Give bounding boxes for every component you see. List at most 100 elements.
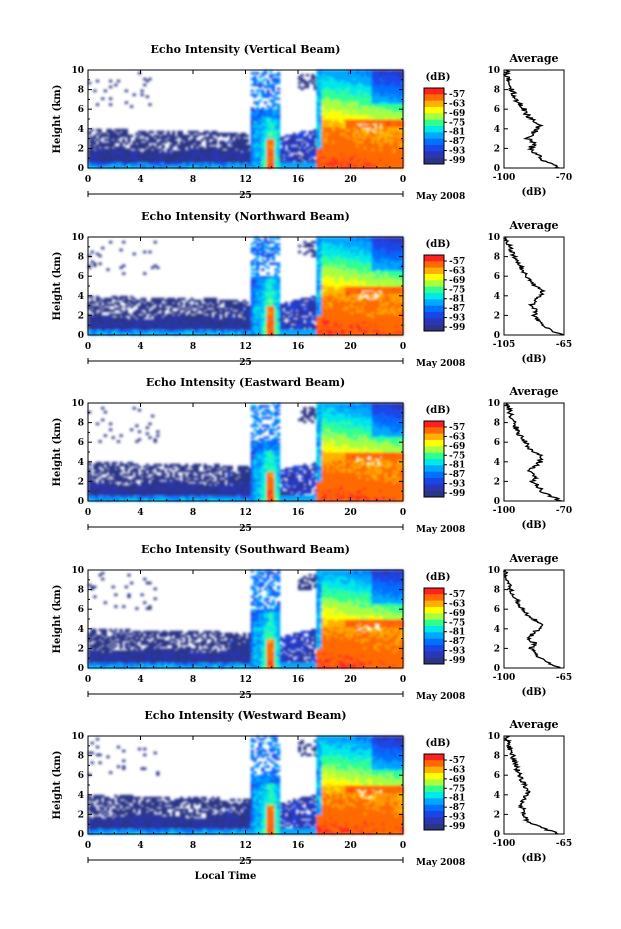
heatmap-cell xyxy=(95,166,100,169)
heatmap-cell xyxy=(358,144,362,148)
heatmap-cell xyxy=(308,130,312,134)
heatmap-cell xyxy=(374,101,378,104)
heatmap-cell xyxy=(332,128,336,132)
heatmap-cell xyxy=(124,148,128,151)
heatmap-cell xyxy=(374,148,378,151)
heatmap-cell xyxy=(316,134,320,138)
heatmap-cell xyxy=(363,115,367,118)
heatmap-cell xyxy=(135,132,139,136)
heatmap-cell xyxy=(347,89,352,93)
heatmap-cell xyxy=(350,95,354,99)
heatmap-cell xyxy=(232,148,236,151)
heatmap-cell xyxy=(326,119,331,122)
heatmap-cell xyxy=(200,158,205,161)
heatmap-cell xyxy=(156,162,160,165)
heatmap-cell xyxy=(166,148,170,151)
heatmap-cell xyxy=(319,166,323,169)
heatmap-cell xyxy=(316,150,320,153)
heatmap-cell xyxy=(229,138,233,142)
heatmap-cell xyxy=(345,115,349,118)
heatmap-cell xyxy=(235,156,239,159)
heatmap-cell xyxy=(340,130,344,134)
heatmap-cell xyxy=(319,81,323,85)
heatmap-cell xyxy=(253,146,257,149)
heatmap-cell xyxy=(216,148,220,151)
heatmap-cell xyxy=(361,85,365,89)
heatmap-cell xyxy=(256,146,260,149)
heatmap-cell xyxy=(208,136,212,140)
heatmap-cell xyxy=(345,83,349,87)
heatmap-cell xyxy=(371,107,375,110)
heatmap-cell xyxy=(245,162,249,165)
heatmap-cell xyxy=(90,136,94,140)
heatmap-cell xyxy=(182,160,186,163)
heatmap-cell xyxy=(311,162,315,165)
heatmap-cell xyxy=(93,140,97,144)
heatmap-cell xyxy=(135,140,139,144)
heatmap-cell xyxy=(93,150,97,153)
heatmap-cell xyxy=(319,113,323,116)
heatmap-cell xyxy=(271,130,275,134)
heatmap-cell xyxy=(250,77,254,81)
heatmap-cell xyxy=(261,164,265,167)
heatmap-cell xyxy=(237,154,241,157)
heatmap-cell xyxy=(200,146,205,149)
heatmap-cell xyxy=(355,164,359,167)
heatmap-cell xyxy=(313,150,317,153)
heatmap-cell xyxy=(363,120,367,124)
heatmap-cell xyxy=(334,126,338,130)
heatmap-cell xyxy=(245,148,249,151)
heatmap-cell xyxy=(111,158,115,161)
heatmap-cell xyxy=(240,162,244,165)
heatmap-cell xyxy=(253,75,257,79)
heatmap-cell xyxy=(250,117,254,120)
heatmap-cell xyxy=(371,111,375,114)
heatmap-cell xyxy=(214,156,218,159)
heatmap-cell xyxy=(374,142,378,146)
heatmap-cell xyxy=(277,103,281,106)
heatmap-cell xyxy=(177,134,181,138)
heatmap-cell xyxy=(345,70,349,73)
heatmap-cell xyxy=(277,158,281,161)
average-y-tick-label: 8 xyxy=(494,86,500,96)
heatmap-cell xyxy=(114,160,118,163)
heatmap-cell xyxy=(240,136,244,140)
heatmap-cell xyxy=(363,91,367,95)
heatmap-cell xyxy=(269,119,273,122)
heatmap-cell xyxy=(256,79,260,83)
heatmap-cell xyxy=(124,150,128,153)
heatmap-cell xyxy=(274,128,278,132)
heatmap-cell xyxy=(311,148,315,151)
heatmap-cell xyxy=(242,162,247,165)
heatmap-cell xyxy=(371,156,375,159)
heatmap-cell xyxy=(342,91,346,95)
heatmap-cell xyxy=(368,117,373,120)
heatmap-cell xyxy=(313,134,317,138)
heatmap-cell xyxy=(148,77,152,81)
heatmap-cell xyxy=(261,150,265,153)
heatmap-cell xyxy=(169,164,173,167)
heatmap-cell xyxy=(358,160,362,163)
heatmap-cell xyxy=(266,150,270,153)
heatmap-cell xyxy=(371,93,375,97)
heatmap-cell xyxy=(368,136,373,140)
heatmap-cell xyxy=(137,152,142,155)
heatmap-cell xyxy=(326,70,331,73)
heatmap-cell xyxy=(361,144,365,148)
heatmap-cell xyxy=(190,156,194,159)
heatmap-cell xyxy=(345,71,349,75)
heatmap-cell xyxy=(361,140,365,144)
heatmap-cell xyxy=(358,164,362,167)
heatmap-cell xyxy=(103,150,107,153)
heatmap-cell xyxy=(182,146,186,149)
heatmap-cell xyxy=(187,154,191,157)
heatmap-cell xyxy=(342,103,346,106)
heatmap-cell xyxy=(321,99,325,102)
heatmap-cell xyxy=(195,142,199,146)
heatmap-cell xyxy=(292,158,296,161)
heatmap-cell xyxy=(358,117,362,120)
heatmap-cell xyxy=(208,154,212,157)
heatmap-cell xyxy=(266,146,270,149)
heatmap-cell xyxy=(153,164,157,167)
heatmap-cell xyxy=(347,75,352,79)
